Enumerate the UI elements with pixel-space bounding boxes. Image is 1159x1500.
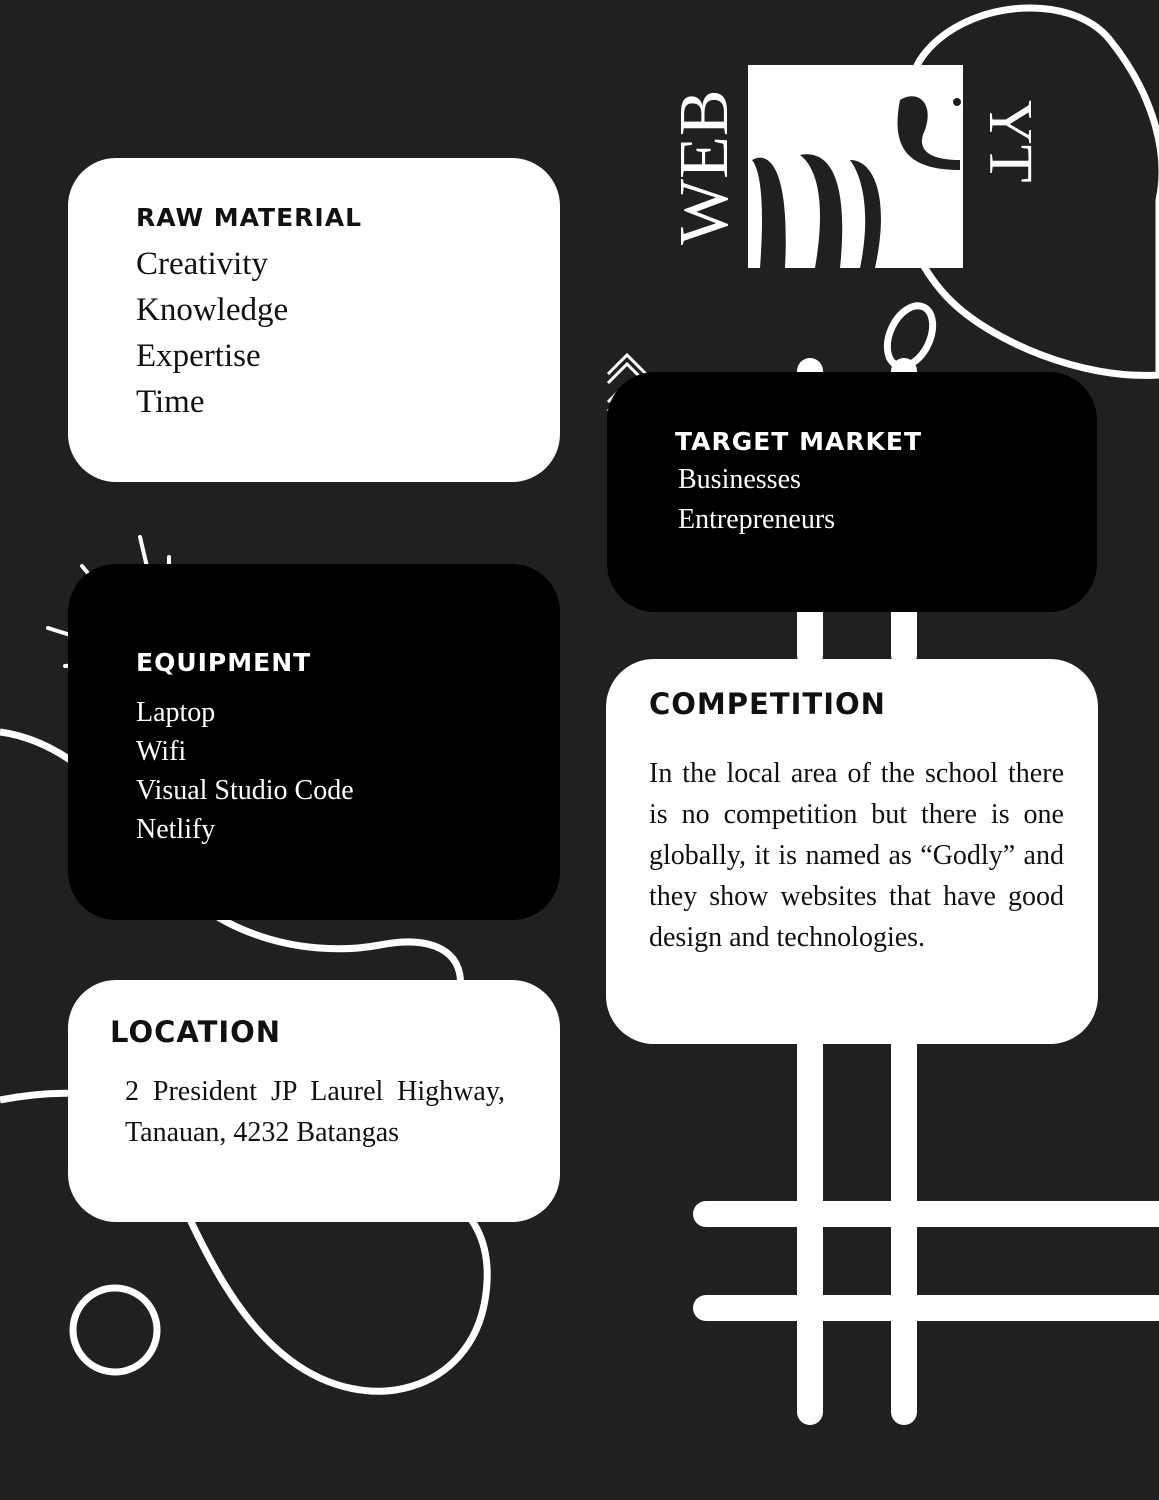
equipment-card: EQUIPMENT Laptop Wifi Visual Studio Code… <box>68 564 560 920</box>
raw-material-heading: RAW MATERIAL <box>136 203 363 232</box>
logo-text-yt: YT <box>976 100 1044 183</box>
equipment-heading: EQUIPMENT <box>136 648 312 677</box>
target-market-list: Businesses Entrepreneurs <box>675 466 1097 534</box>
competition-heading: COMPETITION <box>649 687 886 721</box>
list-item: Netlify <box>136 814 216 845</box>
location-heading: LOCATION <box>110 1015 282 1049</box>
hash-bar-bottom <box>693 1295 1159 1321</box>
list-item: Expertise <box>136 338 261 374</box>
list-item: Time <box>136 384 205 420</box>
target-market-heading: TARGET MARKET <box>675 427 923 456</box>
list-item: Knowledge <box>136 292 289 328</box>
logo: WEB YT <box>660 60 1060 275</box>
list-item: Laptop <box>136 697 216 728</box>
post-right-lower <box>891 1030 917 1425</box>
logo-graphic <box>748 65 963 268</box>
location-body: 2 President JP Laurel Highway, Tanauan, … <box>125 1076 505 1148</box>
list-item: Visual Studio Code <box>136 775 354 806</box>
raw-material-list: Creativity Knowledge Expertise Time <box>136 248 560 419</box>
list-item: Wifi <box>136 736 187 767</box>
competition-card: COMPETITION In the local area of the sch… <box>606 659 1098 1044</box>
location-card: LOCATION 2 President JP Laurel Highway, … <box>68 980 560 1222</box>
list-item: Creativity <box>136 246 268 282</box>
equipment-list: Laptop Wifi Visual Studio Code Netlify <box>136 699 560 844</box>
list-item: Businesses <box>678 464 801 495</box>
small-circle <box>69 1284 161 1376</box>
competition-body: In the local area of the school there is… <box>649 758 1064 953</box>
logo-text-web: WEB <box>666 89 743 245</box>
raw-material-card: RAW MATERIAL Creativity Knowledge Expert… <box>68 158 560 482</box>
post-left-lower <box>797 1030 823 1425</box>
list-item: Entrepreneurs <box>678 504 836 535</box>
hash-bar-top <box>693 1201 1159 1227</box>
target-market-card: TARGET MARKET Businesses Entrepreneurs <box>607 372 1097 612</box>
